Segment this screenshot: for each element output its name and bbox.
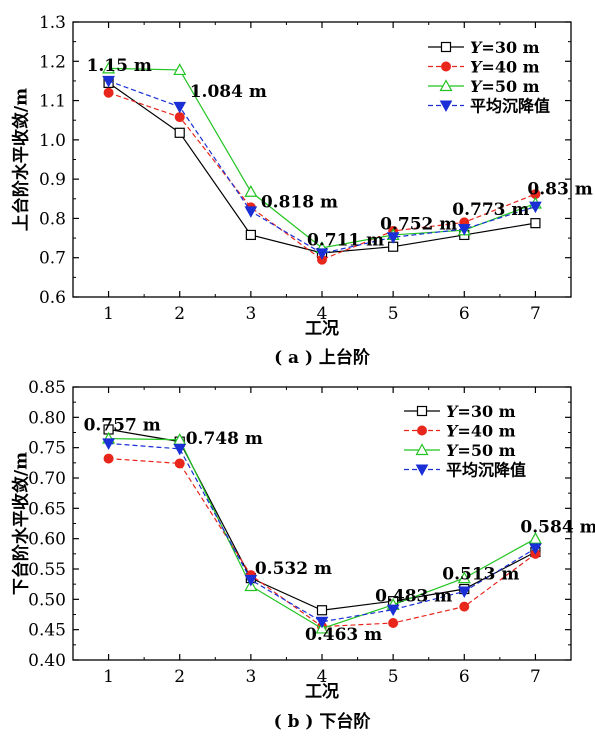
upper-series-2-point	[103, 87, 114, 98]
lower-y-axis-label: 下台阶水平收敛/m	[11, 452, 32, 595]
lower-legend-marker-4	[415, 464, 429, 477]
lower-x-tick-label: 5	[388, 667, 399, 687]
upper-y-tick-label: 1.0	[39, 131, 66, 151]
lower-series-2-point	[459, 601, 470, 612]
upper-y-tick-label: 0.6	[39, 288, 66, 308]
lower-caption: ( b ) 下台阶	[274, 711, 372, 732]
upper-series-4-point	[457, 224, 471, 236]
upper-x-tick-label: 3	[245, 304, 256, 324]
upper-legend-label-4: 平均沉降值	[470, 97, 550, 116]
lower-y-tick-label: 0.85	[28, 378, 66, 398]
upper-y-tick-label: 1.2	[39, 52, 66, 72]
upper-legend-marker-1	[440, 41, 452, 53]
lower-y-tick-label: 0.65	[28, 499, 66, 519]
upper-legend-label-1: Y=30 m	[470, 38, 540, 57]
upper-caption: ( a ) 上台阶	[274, 347, 371, 368]
upper-y-tick-label: 1.1	[39, 92, 66, 112]
lower-legend-marker-3	[415, 443, 429, 456]
upper-data-label: 0.711 m	[307, 230, 384, 250]
upper-data-label: 0.773 m	[452, 200, 529, 220]
upper-data-label: 1.084 m	[190, 82, 267, 102]
lower-series-2-point	[388, 617, 399, 628]
lower-y-tick-label: 0.50	[28, 590, 66, 610]
lower-legend-label-4: 平均沉降值	[446, 461, 526, 480]
lower-y-tick-label: 0.80	[28, 408, 66, 428]
upper-series-1-point	[245, 229, 256, 241]
lower-series-2-point	[103, 453, 114, 464]
upper-legend-marker-4	[439, 100, 453, 113]
lower-series-4-point	[386, 604, 400, 617]
upper-y-tick-label: 0.8	[39, 209, 66, 229]
upper-series-4-point	[315, 248, 329, 260]
lower-series-3-point	[457, 571, 471, 584]
lower-series-4-point	[457, 586, 471, 598]
lower-legend-label-2: Y=40 m	[446, 422, 516, 441]
lower-series-2-point	[174, 458, 185, 469]
lower-series-4-point	[102, 438, 115, 450]
upper-x-tick-label: 6	[459, 304, 470, 324]
lower-x-tick-label: 7	[530, 667, 541, 687]
lower-x-tick-label: 6	[459, 667, 470, 687]
upper-series-4-point	[244, 206, 258, 218]
upper-y-tick-label: 0.9	[39, 170, 66, 190]
upper-series-3-point	[102, 61, 116, 74]
upper-data-label: 0.752 m	[380, 214, 457, 234]
lower-data-label: 0.463 m	[305, 625, 382, 645]
lower-y-tick-label: 0.45	[28, 621, 66, 641]
upper-series-1-point	[530, 218, 541, 229]
upper-series-4-point	[173, 101, 187, 114]
lower-data-label: 0.584 m	[520, 517, 595, 537]
upper-data-label: 0.818 m	[261, 192, 338, 212]
lower-data-label: 0.748 m	[186, 429, 263, 449]
upper-legend-marker-3	[439, 79, 453, 92]
lower-y-tick-label: 0.55	[28, 560, 66, 580]
upper-series-3-point	[244, 184, 258, 197]
lower-data-label: 0.483 m	[375, 587, 452, 607]
lower-series-1-point	[316, 605, 328, 616]
upper-x-axis-label: 工况	[305, 319, 339, 339]
lower-series-4-point	[315, 616, 329, 629]
lower-data-label: 0.513 m	[442, 564, 519, 584]
lower-y-tick-label: 0.40	[28, 651, 66, 671]
upper-legend-label-3: Y=50 m	[470, 77, 540, 96]
upper-x-tick-label: 2	[174, 304, 185, 324]
upper-legend-label-2: Y=40 m	[470, 58, 540, 77]
lower-series-line-2	[108, 457, 536, 628]
upper-y-tick-label: 1.3	[39, 13, 66, 33]
lower-data-label: 0.532 m	[255, 559, 332, 579]
lower-series-4-point	[529, 543, 542, 555]
upper-x-tick-label: 1	[103, 304, 114, 324]
upper-series-2-point	[174, 112, 185, 123]
lower-y-tick-label: 0.70	[28, 469, 66, 489]
upper-data-label: 1.15 m	[87, 56, 152, 76]
lower-legend-marker-2	[417, 425, 427, 436]
upper-x-tick-label: 4	[317, 304, 328, 324]
lower-x-axis-label: 工况	[305, 682, 339, 702]
upper-data-label: 0.83 m	[527, 180, 592, 200]
lower-legend-marker-1	[416, 405, 428, 417]
lower-legend-label-1: Y=30 m	[446, 402, 516, 421]
lower-legend-label-3: Y=50 m	[446, 441, 516, 460]
lower-y-tick-label: 0.75	[28, 439, 66, 459]
upper-y-tick-label: 0.7	[39, 249, 66, 269]
upper-series-4-point	[529, 201, 542, 214]
lower-x-tick-label: 1	[103, 667, 114, 687]
lower-series-4-point	[173, 443, 187, 456]
upper-series-3-point	[173, 63, 187, 76]
lower-series-3-point	[528, 531, 542, 544]
upper-series-4-point	[386, 232, 400, 244]
upper-series-1-point	[174, 127, 185, 138]
lower-x-tick-label: 2	[174, 667, 185, 687]
lower-y-tick-label: 0.60	[28, 530, 66, 550]
lower-x-tick-label: 3	[245, 667, 256, 687]
lower-series-4-point	[244, 574, 258, 587]
lower-x-tick-label: 4	[317, 667, 328, 687]
lower-data-label: 0.757 m	[84, 415, 161, 435]
upper-x-tick-label: 5	[388, 304, 399, 324]
upper-x-tick-label: 7	[530, 304, 541, 324]
upper-y-axis-label: 上台阶水平收敛/m	[11, 88, 32, 231]
upper-series-4-point	[102, 75, 115, 88]
upper-legend-marker-2	[441, 61, 451, 72]
